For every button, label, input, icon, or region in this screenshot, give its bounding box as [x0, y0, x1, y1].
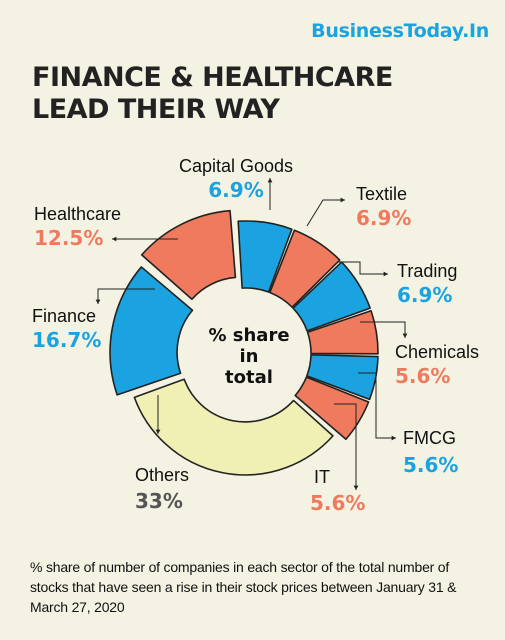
slice-fmcg: [306, 353, 379, 401]
label-others: Others: [135, 465, 189, 485]
label-healthcare: Healthcare: [34, 204, 121, 224]
slice-trading: [292, 261, 371, 332]
slice-healthcare: [140, 209, 237, 301]
leader-line: [97, 288, 155, 304]
leader-arrowhead: [383, 271, 388, 277]
leader-arrowhead: [155, 429, 161, 434]
slice-others: [133, 378, 334, 476]
slice-capital-goods: [237, 220, 293, 293]
chart-title: FINANCE & HEALTHCARE LEAD THEIR WAY: [32, 62, 393, 126]
slice-textile: [269, 229, 341, 309]
value-capital-goods: 6.9%: [208, 178, 263, 202]
leader-arrowhead: [95, 299, 101, 304]
value-finance: 16.7%: [32, 328, 101, 352]
leader-arrowhead: [340, 197, 345, 203]
label-trading: Trading: [397, 261, 457, 281]
label-fmcg: FMCG: [403, 428, 456, 448]
title-line-1: FINANCE & HEALTHCARE: [32, 62, 393, 93]
leader-arrowhead: [402, 333, 408, 338]
title-line-2: LEAD THEIR WAY: [32, 94, 280, 125]
value-textile: 6.9%: [356, 206, 411, 230]
value-others: 33%: [135, 489, 183, 513]
leader-line: [306, 199, 345, 227]
leader-line: [360, 321, 406, 338]
leader-arrowhead: [112, 236, 117, 242]
value-it: 5.6%: [310, 491, 365, 515]
slice-finance: [109, 266, 194, 396]
center-label-line: total: [225, 367, 273, 388]
leader-line: [334, 403, 357, 490]
label-it: IT: [314, 467, 330, 487]
label-textile: Textile: [356, 184, 407, 204]
center-label-line: in: [240, 346, 259, 367]
leader-arrowhead: [353, 485, 359, 490]
brand-logo: BusinessToday.In: [311, 20, 489, 42]
center-label-line: % share: [208, 325, 289, 346]
slice-it: [294, 376, 370, 441]
label-chemicals: Chemicals: [395, 342, 479, 362]
value-healthcare: 12.5%: [34, 226, 103, 250]
leader-line: [338, 261, 388, 275]
leader-arrowhead: [391, 435, 396, 441]
label-finance: Finance: [32, 306, 96, 326]
value-trading: 6.9%: [397, 283, 452, 307]
label-capital-goods: Capital Goods: [179, 156, 293, 176]
value-chemicals: 5.6%: [395, 364, 450, 388]
leader-arrowhead: [267, 178, 273, 183]
leader-line: [358, 372, 396, 439]
value-fmcg: 5.6%: [403, 453, 458, 477]
footnote: % share of number of companies in each s…: [30, 559, 457, 615]
